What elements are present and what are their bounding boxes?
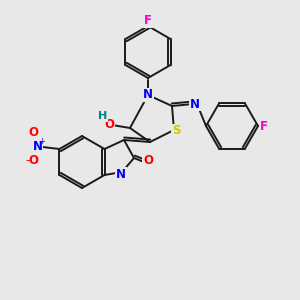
Text: O: O [143,154,153,167]
Text: N: N [190,98,200,110]
Text: +: + [38,137,45,146]
Text: S: S [172,124,180,137]
Text: F: F [260,119,268,133]
Text: O: O [28,127,38,140]
Text: F: F [144,14,152,28]
Text: O: O [28,154,38,167]
Text: H: H [98,111,108,121]
Text: O: O [104,118,114,130]
Text: N: N [116,167,126,181]
Text: N: N [32,140,43,154]
Text: -: - [25,154,30,167]
Text: N: N [143,88,153,101]
